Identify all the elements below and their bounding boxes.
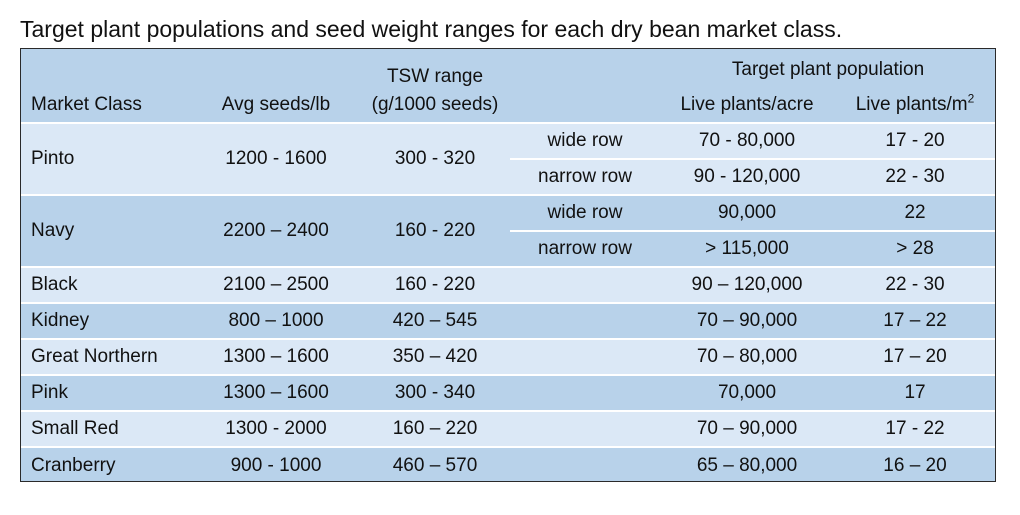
tsw-cell: 160 - 220	[360, 194, 510, 267]
avg-seeds-cell: 800 – 1000	[192, 302, 360, 339]
row-spacing-cell: narrow row	[510, 158, 660, 195]
market-class-cell: Navy	[21, 194, 192, 267]
avg-seeds-cell: 1300 – 1600	[192, 374, 360, 411]
avg-seeds-cell: 1300 - 2000	[192, 410, 360, 447]
header-live-acre: Live plants/acre	[660, 88, 834, 123]
avg-seeds-cell: 1200 - 1600	[192, 122, 360, 195]
bean-population-table: TSW range Target plant population Market…	[20, 48, 996, 482]
row-spacing-cell: narrow row	[510, 230, 660, 267]
row-spacing-cell: wide row	[510, 122, 660, 159]
live-m2-cell: 22 - 30	[834, 266, 995, 303]
tsw-cell: 160 – 220	[360, 410, 510, 447]
header-row-top: TSW range Target plant population	[21, 49, 995, 88]
avg-seeds-cell: 2200 – 2400	[192, 194, 360, 267]
header-market-class: Market Class	[21, 88, 192, 123]
table-row-small-red: Small Red 1300 - 2000 160 – 220 70 – 90,…	[21, 410, 995, 447]
tsw-cell: 350 – 420	[360, 338, 510, 375]
live-m2-cell: 16 – 20	[834, 446, 995, 481]
table-row-great-northern: Great Northern 1300 – 1600 350 – 420 70 …	[21, 338, 995, 375]
live-acre-cell: 90 - 120,000	[660, 158, 834, 195]
live-m2-cell: 17 - 20	[834, 122, 995, 159]
table-row-pinto: Pinto 1200 - 1600 300 - 320 wide row 70 …	[21, 122, 995, 195]
market-class-cell: Kidney	[21, 302, 192, 339]
live-acre-cell: > 115,000	[660, 230, 834, 267]
table-row-kidney: Kidney 800 – 1000 420 – 545 70 – 90,000 …	[21, 302, 995, 339]
header-live-m2-sup: 2	[967, 91, 975, 106]
header-row-bottom: Market Class Avg seeds/lb (g/1000 seeds)…	[21, 88, 995, 123]
live-m2-cell: 17 – 22	[834, 302, 995, 339]
table-row-pink: Pink 1300 – 1600 300 - 340 70,000 17	[21, 374, 995, 411]
tsw-cell: 460 – 570	[360, 446, 510, 481]
market-class-cell: Pinto	[21, 122, 192, 195]
avg-seeds-cell: 900 - 1000	[192, 446, 360, 481]
header-avg-seeds: Avg seeds/lb	[192, 88, 360, 123]
live-m2-cell: 17	[834, 374, 995, 411]
market-class-cell: Great Northern	[21, 338, 192, 375]
tsw-cell: 160 - 220	[360, 266, 510, 303]
header-live-m2-base: Live plants/m	[855, 94, 968, 115]
table-row-black: Black 2100 – 2500 160 - 220 90 – 120,000…	[21, 266, 995, 303]
live-acre-cell: 65 – 80,000	[660, 446, 834, 481]
table-row-navy: Navy 2200 – 2400 160 - 220 wide row 90,0…	[21, 194, 995, 267]
live-acre-cell: 70 - 80,000	[660, 122, 834, 159]
live-m2-cell: 17 – 20	[834, 338, 995, 375]
data-table: TSW range Target plant population Market…	[21, 49, 995, 481]
market-class-cell: Small Red	[21, 410, 192, 447]
header-live-m2: Live plants/m2	[834, 88, 995, 123]
live-acre-cell: 70 – 90,000	[660, 302, 834, 339]
live-acre-cell: 70 – 80,000	[660, 338, 834, 375]
market-class-cell: Cranberry	[21, 446, 192, 481]
avg-seeds-cell: 1300 – 1600	[192, 338, 360, 375]
table-row-cranberry: Cranberry 900 - 1000 460 – 570 65 – 80,0…	[21, 446, 995, 481]
live-m2-cell: 22	[834, 194, 995, 231]
avg-seeds-cell: 2100 – 2500	[192, 266, 360, 303]
header-tsw-line1: TSW range	[360, 49, 510, 88]
tsw-cell: 420 – 545	[360, 302, 510, 339]
market-class-cell: Pink	[21, 374, 192, 411]
live-m2-cell: 22 - 30	[834, 158, 995, 195]
live-acre-cell: 70 – 90,000	[660, 410, 834, 447]
tsw-cell: 300 - 320	[360, 122, 510, 195]
live-acre-cell: 90 – 120,000	[660, 266, 834, 303]
table-caption: Target plant populations and seed weight…	[20, 16, 843, 42]
row-spacing-cell: wide row	[510, 194, 660, 231]
live-m2-cell: > 28	[834, 230, 995, 267]
live-acre-cell: 70,000	[660, 374, 834, 411]
live-acre-cell: 90,000	[660, 194, 834, 231]
market-class-cell: Black	[21, 266, 192, 303]
live-m2-cell: 17 - 22	[834, 410, 995, 447]
header-target-population: Target plant population	[660, 49, 995, 88]
tsw-cell: 300 - 340	[360, 374, 510, 411]
header-tsw-line2: (g/1000 seeds)	[360, 88, 510, 123]
